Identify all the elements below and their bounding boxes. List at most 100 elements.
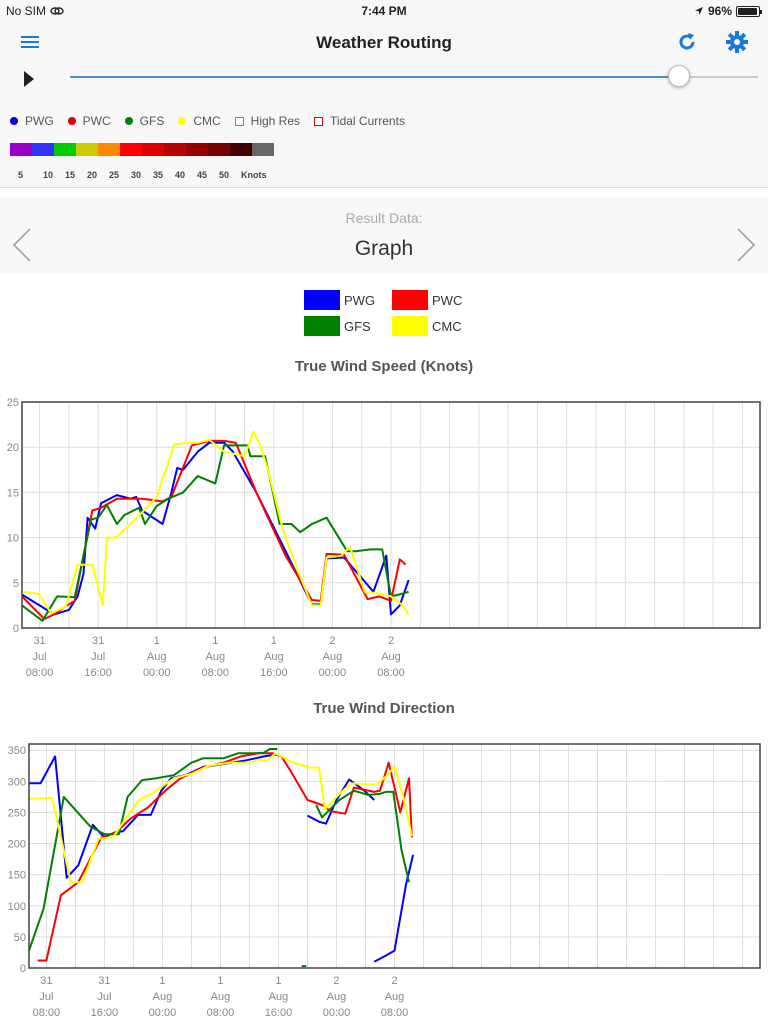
wind-scale-label: Knots [241,170,267,180]
x-tick-label: 08:00 [377,667,405,679]
series-line-cmc [21,430,410,615]
model-label: CMC [193,114,221,128]
wind-scale-swatch [208,143,230,156]
model-toggle-pwc[interactable]: PWC [67,114,111,128]
wind-scale-swatch [230,143,252,156]
y-tick-label: 0 [20,963,26,975]
model-label: PWC [82,114,111,128]
x-tick-label: 16:00 [84,667,112,679]
x-tick-label: 1 [212,635,218,647]
x-tick-label: 1 [159,975,165,987]
x-tick-label: 2 [388,635,394,647]
gear-icon[interactable] [724,30,750,54]
x-tick-label: 00:00 [149,1007,177,1019]
x-tick-label: Aug [147,651,167,663]
x-tick-label: 1 [217,975,223,987]
x-tick-label: 16:00 [260,667,288,679]
wind-scale-swatch [98,143,120,156]
model-label: GFS [139,114,165,128]
model-toggle-tidal-currents[interactable]: Tidal Currents [314,114,405,128]
status-time: 7:44 PM [361,4,407,18]
x-tick-label: Aug [381,651,401,663]
y-tick-label: 10 [7,533,19,545]
model-toggle-high-res[interactable]: High Res [234,114,301,128]
x-tick-label: Jul [39,991,53,1003]
x-tick-label: 08:00 [202,667,230,679]
time-slider-fill [70,76,679,78]
y-tick-label: 300 [8,776,26,788]
play-icon[interactable] [22,70,36,88]
wind-direction-chart: 0 50 100 150 200 250 300 350 31 Jul 08:00 31 Jul 16:0… [8,743,761,1019]
page-title: Weather Routing [316,33,452,52]
x-tick-label: Jul [33,651,47,663]
x-tick-label: 08:00 [26,667,54,679]
x-tick-label: Aug [205,651,225,663]
series-line-pwg [373,854,415,963]
wind-scale-label: 30 [131,170,142,180]
wind-scale-label: 25 [109,170,120,180]
series-line-gfs [315,789,410,883]
result-data-value[interactable]: Graph [354,237,414,260]
model-marker-icon [234,116,244,126]
x-tick-label: 00:00 [319,667,347,679]
x-tick-label: 1 [271,635,277,647]
x-tick-label: 31 [33,635,45,647]
model-marker-icon [178,117,187,125]
x-tick-label: 2 [333,975,339,987]
x-tick-label: 31 [92,635,104,647]
model-toggle-pwg[interactable]: PWG [10,114,54,128]
x-tick-label: Jul [97,991,111,1003]
y-tick-label: 15 [7,487,19,499]
legend-swatch [304,316,340,336]
y-tick-label: 250 [8,807,26,819]
model-marker-icon [314,116,324,126]
time-slider[interactable] [70,65,758,87]
battery-percentage: 96% [707,4,732,18]
series-line-gfs [28,748,278,951]
wind-scale-label: 5 [18,170,24,180]
wind-scale-swatch [252,143,274,156]
chevron-right-icon[interactable] [734,227,758,263]
wind-scale-swatch [10,143,32,156]
x-tick-label: 31 [40,975,52,987]
wind-scale-label: 15 [65,170,76,180]
model-legend: PWG PWC GFS CMC High Res Tidal Currents [10,114,405,128]
wind-scale-label: 40 [175,170,186,180]
wind-scale-swatch [186,143,208,156]
x-tick-label: Aug [269,991,289,1003]
result-data-label: Result Data: [345,210,423,226]
model-label: Tidal Currents [330,114,405,128]
wind-scale-label: 20 [87,170,98,180]
refresh-icon[interactable] [674,30,700,54]
y-tick-label: 350 [8,745,26,757]
carrier-label: No SIM [6,4,47,18]
x-tick-label: 2 [329,635,335,647]
legend-item-pwc: PWC [392,290,462,310]
model-label: High Res [250,114,301,128]
status-left: No SIM [6,4,64,18]
chevron-left-icon[interactable] [10,227,34,263]
model-label: PWG [25,114,54,128]
x-tick-label: 31 [98,975,110,987]
wind-scale-label: 35 [153,170,164,180]
hamburger-menu-icon[interactable] [17,30,43,54]
legend-swatch [392,316,428,336]
x-tick-label: 00:00 [323,1007,351,1019]
plot-frame [28,743,761,969]
legend-swatch [304,290,340,310]
wind-scale-swatch [142,143,164,156]
y-tick-label: 20 [7,442,19,454]
model-toggle-cmc[interactable]: CMC [178,114,221,128]
time-slider-thumb[interactable] [667,65,690,87]
legend-item-pwg: PWG [304,290,375,310]
model-toggle-gfs[interactable]: GFS [124,114,165,128]
legend-item-gfs: GFS [304,316,371,336]
x-tick-label: 08:00 [381,1007,409,1019]
series-line-cmc [28,752,413,884]
navigation-bar: Weather Routing [0,22,768,62]
wind-color-scale [10,143,274,156]
plot-frame [21,401,761,629]
status-bar: No SIM 7:44 PM 96% [0,0,768,22]
legend-label: CMC [432,318,462,334]
x-tick-label: 2 [391,975,397,987]
